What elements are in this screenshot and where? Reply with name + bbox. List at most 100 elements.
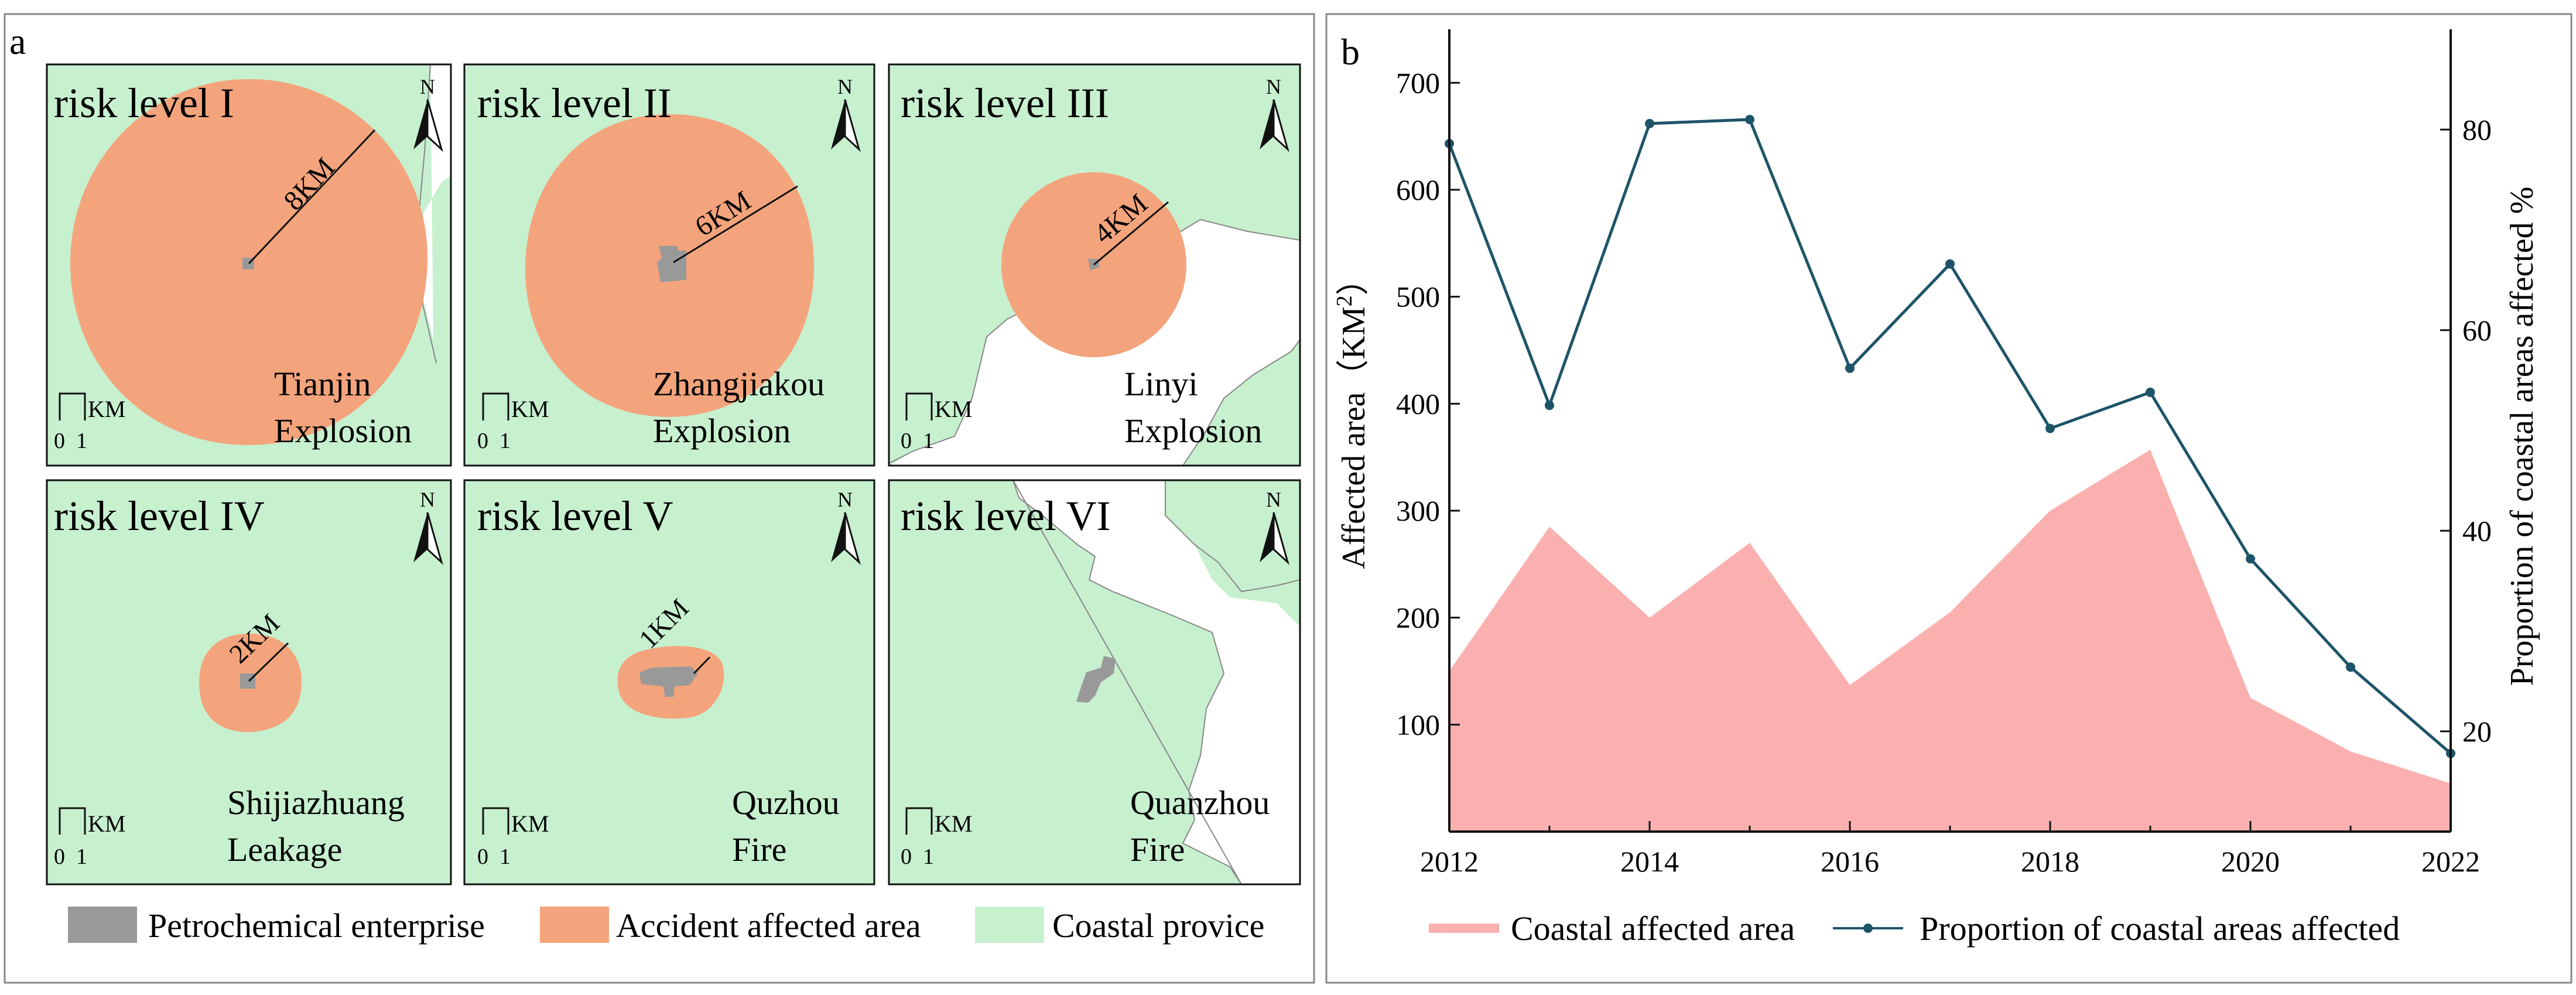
north-arrow-icon: N [413, 75, 443, 152]
panel-b: b 2012 2014 2016 2018 2020 2022 100 200 300 400 50… [1325, 13, 2572, 984]
scale-bar: KM 0 1 [477, 807, 549, 869]
map-frame [46, 63, 452, 467]
y-tick-label: 300 [1396, 494, 1440, 527]
petrochemical-enterprise [639, 666, 698, 697]
map-frame [463, 63, 875, 467]
x-tick-label: 2022 [2421, 845, 2480, 878]
accident-type: Fire [732, 830, 786, 869]
y-tick-label: 600 [1396, 173, 1440, 206]
accident-type: Explosion [653, 412, 791, 450]
panel-a-label: a [9, 20, 26, 62]
map-risk-level-3: 4KM risk level III Linyi Explosion N KM … [888, 63, 1301, 467]
panel-a-legend: Petrochemical enterprise Accident affect… [68, 907, 1264, 945]
scale-unit: KM [511, 811, 549, 837]
scale-tick-0: 0 [901, 844, 912, 869]
y2-tick-label: 40 [2462, 514, 2492, 547]
legend-swatch-affected [540, 907, 609, 943]
legend-marker-line [1863, 924, 1873, 933]
scale-tick-1: 1 [76, 844, 87, 869]
y2-tick-label: 80 [2462, 113, 2492, 146]
y2-tick-label: 60 [2462, 314, 2492, 347]
north-label: N [837, 488, 853, 511]
x-tick-label: 2016 [1821, 845, 1879, 878]
map-title: risk level II [477, 80, 672, 126]
map-frame [46, 479, 452, 885]
scale-tick-0: 0 [901, 429, 912, 453]
north-arrow-icon: N [1260, 75, 1289, 152]
sea-area [1013, 480, 1300, 884]
panel-b-label: b [1341, 31, 1360, 73]
accident-place: Tianjin [274, 365, 371, 403]
north-arrow-icon: N [831, 75, 861, 152]
map-risk-level-4: 2KM risk level IV Shijiazhuang Leakage N… [46, 479, 452, 885]
y2-axis-title: Proportion of coastal areas affected % [2504, 187, 2540, 686]
scale-unit: KM [88, 396, 125, 422]
area-series-coastal-affected-area [1449, 449, 2451, 832]
scale-tick-1: 1 [923, 844, 934, 869]
scale-tick-0: 0 [54, 429, 65, 453]
accident-type: Fire [1130, 830, 1185, 869]
petrochemical-enterprise [657, 246, 686, 282]
panel-b-legend: Coastal affected area Proportion of coas… [1429, 909, 2400, 948]
scale-tick-1: 1 [76, 429, 87, 453]
radius-line [673, 185, 798, 264]
y-tick-label: 700 [1396, 66, 1440, 99]
map-title: risk level I [54, 80, 234, 126]
north-label: N [1266, 75, 1281, 98]
north-label: N [420, 488, 435, 511]
data-point [2346, 662, 2355, 672]
data-point [1845, 363, 1855, 373]
map-frame [888, 479, 1301, 885]
map-title: risk level III [901, 80, 1109, 126]
scale-bar: KM 0 1 [477, 392, 549, 453]
accident-type: Explosion [274, 412, 412, 450]
scale-tick-0: 0 [477, 429, 488, 453]
legend-swatch-enterprise [68, 907, 137, 943]
axis-layer: 2012 2014 2016 2018 2020 2022 100 200 300 400 500 6… [1396, 29, 2492, 878]
radius-line [693, 656, 711, 675]
scale-bar: KM 0 1 [901, 807, 972, 869]
legend-label-area: Coastal affected area [1511, 909, 1795, 948]
north-arrow-icon: N [831, 488, 861, 565]
north-label: N [837, 75, 853, 98]
data-point [1945, 259, 1955, 269]
data-point [1645, 118, 1654, 128]
area-layer [1449, 449, 2451, 832]
north-label: N [1266, 488, 1281, 511]
data-point [2246, 554, 2255, 564]
petrochemical-enterprise [240, 673, 255, 689]
panel-b-frame [1325, 13, 2572, 984]
legend-label-affected: Accident affected area [616, 907, 921, 945]
data-point [1745, 115, 1754, 125]
map-frame [888, 63, 1301, 467]
accident-type: Leakage [227, 830, 342, 869]
map-risk-level-2: 6KM risk level II Zhangjiakou Explosion … [463, 63, 875, 467]
x-tick-label: 2020 [2221, 845, 2280, 878]
north-label: N [420, 75, 435, 98]
scale-tick-0: 0 [54, 844, 65, 869]
map-risk-level-6: risk level VI Quanzhou Fire N KM 0 1 [888, 479, 1301, 885]
y-tick-label: 500 [1396, 281, 1440, 313]
x-tick-label: 2018 [2021, 845, 2079, 878]
scale-tick-1: 1 [500, 429, 511, 453]
scale-bar: KM 0 1 [901, 392, 972, 453]
legend-label-line: Proportion of coastal areas affected [1920, 909, 2400, 948]
y2-tick-label: 20 [2462, 715, 2492, 748]
x-tick-label: 2012 [1420, 845, 1479, 878]
scale-unit: KM [935, 811, 972, 837]
legend-swatch-coastal [975, 907, 1044, 943]
north-arrow-icon: N [1260, 488, 1289, 565]
coastline [1182, 339, 1301, 466]
accident-place: Quzhou [732, 784, 840, 822]
accident-type: Explosion [1124, 412, 1262, 450]
scale-tick-0: 0 [477, 844, 488, 869]
petrochemical-enterprise [1076, 656, 1116, 703]
map-title: risk level VI [901, 493, 1111, 539]
data-point [2045, 423, 2055, 433]
map-frame [463, 479, 875, 885]
scale-unit: KM [511, 396, 549, 422]
accident-place: Quanzhou [1130, 784, 1270, 822]
radius-line [248, 642, 289, 682]
